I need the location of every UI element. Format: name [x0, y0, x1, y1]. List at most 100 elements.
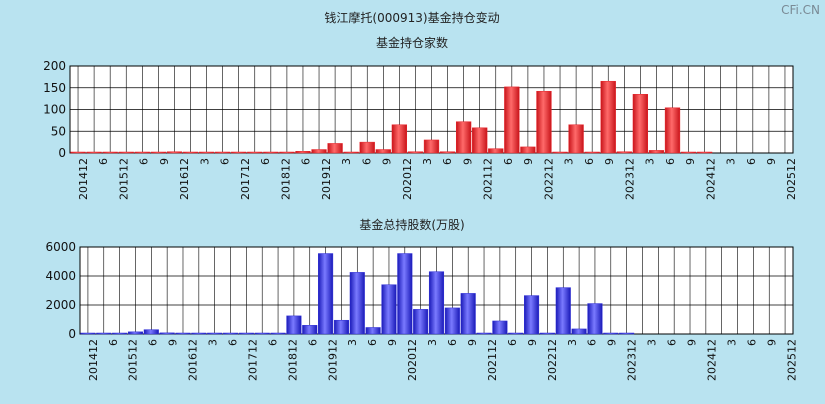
- bar: [555, 287, 571, 335]
- x-tick-label: 3: [644, 158, 657, 165]
- x-tick-label: 9: [765, 339, 778, 346]
- x-tick-label: 201712: [239, 158, 252, 200]
- bar: [587, 303, 603, 335]
- x-tick-label: 201512: [117, 158, 130, 200]
- bar: [571, 328, 587, 335]
- x-tick-label: 201412: [87, 339, 100, 381]
- bar: [166, 151, 183, 154]
- bar: [70, 151, 86, 154]
- x-tick-label: 202212: [542, 158, 555, 200]
- x-tick-label: 201912: [320, 158, 333, 200]
- bar: [696, 151, 713, 154]
- bar: [600, 80, 616, 154]
- bar: [175, 332, 191, 335]
- bar: [286, 315, 302, 335]
- x-tick-label: 202512: [785, 339, 798, 381]
- bar: [118, 151, 134, 154]
- bar: [198, 151, 215, 154]
- y-tick-label: 100: [43, 103, 66, 117]
- bar: [504, 86, 520, 154]
- x-tick-label: 6: [219, 158, 232, 165]
- x-tick-label: 202412: [704, 158, 717, 200]
- x-tick-label: 9: [684, 158, 697, 165]
- x-tick-label: 9: [606, 339, 619, 346]
- x-tick-label: 3: [340, 158, 353, 165]
- bar: [343, 151, 359, 154]
- bar: [455, 121, 472, 154]
- bar: [397, 253, 413, 335]
- bar: [391, 124, 408, 154]
- bar: [112, 332, 128, 335]
- chart-title: 基金持仓家数: [376, 35, 448, 50]
- page-title: 钱江摩托(000913)基金持仓变动: [324, 10, 499, 25]
- x-tick-label: 9: [685, 339, 698, 346]
- x-tick-label: 3: [725, 158, 738, 165]
- x-tick-label: 6: [583, 158, 596, 165]
- bar: [472, 127, 488, 154]
- x-tick-label: 3: [725, 339, 738, 346]
- x-tick-label: 3: [421, 158, 434, 165]
- bar: [568, 124, 584, 154]
- x-tick-label: 9: [526, 339, 539, 346]
- x-tick-label: 3: [566, 339, 579, 346]
- y-tick-label: 200: [43, 59, 66, 73]
- x-tick-label: 9: [386, 339, 399, 346]
- x-tick-label: 6: [446, 339, 459, 346]
- bar: [254, 332, 270, 335]
- bar: [311, 149, 327, 154]
- x-tick-label: 201612: [178, 158, 191, 200]
- x-tick-label: 201512: [127, 339, 140, 381]
- x-tick-label: 6: [300, 158, 313, 165]
- bar: [80, 332, 96, 335]
- x-tick-label: 9: [461, 158, 474, 165]
- x-tick-label: 202012: [401, 158, 414, 200]
- bar: [488, 148, 504, 154]
- x-tick-label: 202512: [785, 158, 798, 200]
- y-tick-label: 2000: [45, 298, 76, 312]
- y-tick-label: 0: [58, 146, 66, 160]
- x-tick-label: 3: [563, 158, 576, 165]
- x-tick-label: 6: [441, 158, 454, 165]
- bar: [381, 284, 397, 335]
- x-tick-label: 9: [765, 158, 778, 165]
- bar: [359, 141, 375, 154]
- bar: [536, 90, 552, 154]
- bar: [302, 325, 318, 335]
- bar: [664, 107, 681, 154]
- bar: [476, 332, 492, 335]
- bar: [295, 151, 311, 154]
- x-tick-label: 202112: [482, 158, 495, 200]
- bar: [191, 332, 207, 335]
- y-tick-label: 50: [51, 124, 66, 138]
- bar: [231, 151, 247, 154]
- bar: [520, 146, 536, 154]
- watermark: CFi.CN: [781, 3, 820, 17]
- x-tick-label: 3: [646, 339, 659, 346]
- bar: [270, 332, 286, 335]
- bar: [263, 151, 279, 154]
- bar: [413, 309, 429, 335]
- bar: [150, 151, 167, 154]
- bar: [508, 332, 524, 335]
- x-tick-label: 202012: [406, 339, 419, 381]
- bar: [460, 293, 476, 335]
- bar: [318, 253, 334, 335]
- x-tick-label: 6: [227, 339, 240, 346]
- bar: [182, 151, 199, 154]
- bar: [539, 332, 555, 335]
- bar: [102, 151, 118, 154]
- chart-title: 基金总持股数(万股): [359, 217, 464, 232]
- x-tick-label: 6: [506, 339, 519, 346]
- x-tick-label: 201812: [286, 339, 299, 381]
- bar: [439, 151, 456, 154]
- bar: [492, 320, 508, 335]
- bar: [333, 319, 349, 335]
- x-tick-label: 6: [664, 158, 677, 165]
- y-tick-label: 6000: [45, 240, 76, 254]
- x-tick-label: 3: [207, 339, 220, 346]
- bar: [143, 329, 159, 335]
- x-tick-label: 9: [158, 158, 171, 165]
